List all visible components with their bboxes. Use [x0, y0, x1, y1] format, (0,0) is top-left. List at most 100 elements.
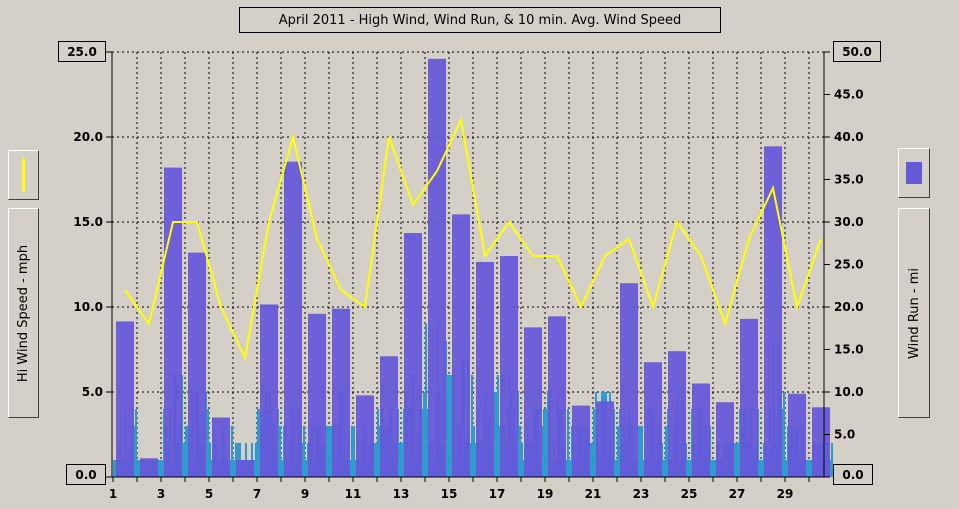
avg-speed-bar [327, 426, 329, 477]
avg-speed-bar [785, 460, 787, 477]
avg-speed-bar [737, 443, 739, 477]
avg-speed-bar [641, 426, 643, 477]
x-tick-label: 13 [393, 487, 410, 501]
avg-speed-bar [233, 460, 235, 477]
wind-run-bar [524, 327, 542, 477]
wind-run-bar [812, 407, 830, 477]
avg-speed-bar [449, 375, 451, 477]
wind-run-bar [452, 214, 470, 477]
avg-speed-bar [351, 426, 353, 477]
wind-run-bar [212, 417, 230, 477]
x-tick-label: 29 [777, 487, 794, 501]
x-tick-label: 25 [681, 487, 698, 501]
right-tick-label: 45.0 [834, 88, 864, 102]
avg-speed-bar [567, 409, 569, 477]
avg-speed-bar [401, 443, 403, 477]
left-axis-max-label: 25.0 [58, 41, 106, 62]
x-tick-label: 3 [157, 487, 165, 501]
wind-run-bar [572, 405, 590, 477]
right-tick-label: 10.0 [834, 385, 864, 399]
avg-speed-bar [329, 426, 331, 477]
avg-speed-bar [545, 409, 547, 477]
avg-speed-bar [521, 443, 523, 477]
x-axis-ticks: 1 3 5 7 9 11 13 15 17 19 21 23 25 27 29 [109, 477, 810, 501]
avg-speed-bar [617, 426, 619, 477]
legend-high-wind [8, 150, 39, 200]
high-wind-series-line [124, 116, 822, 362]
right-axis-ticks: 5.0 10.0 15.0 20.0 25.0 30.0 35.0 40.0 45.0 [824, 51, 864, 478]
right-tick-label: 25.0 [834, 258, 864, 272]
wind-run-bar [332, 308, 350, 477]
wind-run-bar [716, 402, 734, 477]
avg-speed-bar [231, 426, 233, 477]
right-tick-label: 30.0 [834, 215, 864, 229]
left-tick-label: 15.0 [73, 215, 103, 229]
wind-run-bars [116, 58, 830, 478]
avg-speed-bar [209, 443, 211, 477]
avg-speed-bar [375, 443, 377, 477]
x-tick-label: 15 [441, 487, 458, 501]
avg-speed-bar [473, 426, 475, 477]
right-axis-min-label: 0.0 [833, 464, 873, 485]
left-axis-title: Hi Wind Speed - mph [8, 208, 39, 418]
wind-run-bar [188, 252, 206, 477]
avg-speed-bar [735, 443, 737, 477]
avg-speed-bar [569, 460, 571, 477]
avg-speed-bar [665, 426, 667, 477]
x-tick-label: 9 [301, 487, 309, 501]
legend-wind-run [898, 148, 930, 198]
avg-speed-bar [615, 460, 617, 477]
avg-speed-bar [399, 443, 401, 477]
wind-run-bar [668, 351, 686, 477]
avg-speed-bar [281, 460, 283, 477]
avg-speed-bar [687, 460, 689, 477]
avg-speed-bar [807, 460, 809, 477]
avg-speed-bar [137, 460, 139, 477]
wind-run-bar [164, 167, 182, 477]
avg-speed-bar [711, 460, 713, 477]
wind-run-bar [404, 233, 422, 477]
avg-speed-bar [831, 443, 833, 477]
avg-speed-bar [257, 409, 259, 477]
left-axis-ticks: 5.0 10.0 15.0 20.0 [73, 51, 112, 478]
x-tick-label: 5 [205, 487, 213, 501]
left-axis-min-label: 0.0 [66, 464, 106, 485]
avg-speed-bar [761, 460, 763, 477]
avg-speed-bar [713, 460, 715, 477]
left-axis-title-text: Hi Wind Speed - mph [16, 244, 31, 382]
wind-run-bar [764, 146, 782, 477]
left-tick-label: 20.0 [73, 130, 103, 144]
wind-run-bar [548, 316, 566, 477]
right-axis-max-label: 50.0 [833, 41, 881, 62]
high-wind-line [124, 116, 822, 362]
wind-run-bar [620, 283, 638, 477]
wind-run-bar [740, 318, 758, 477]
right-tick-label: 5.0 [834, 428, 855, 442]
wind-run-bar [356, 395, 374, 477]
avg-speed-bar [593, 409, 595, 477]
avg-speed-bar [353, 426, 355, 477]
avg-speed-bar [185, 426, 187, 477]
left-tick-label: 10.0 [73, 300, 103, 314]
wind-run-bar [476, 261, 494, 477]
x-tick-label: 21 [585, 487, 602, 501]
x-tick-label: 17 [489, 487, 506, 501]
avg-speed-bar [783, 392, 785, 477]
wind-run-bar [428, 58, 446, 478]
avg-speed-bar [497, 375, 499, 477]
avg-speed-bar [279, 426, 281, 477]
wind-run-bar [596, 401, 614, 477]
avg-speed-bar [303, 426, 305, 477]
avg-speed-bar [183, 443, 185, 477]
right-tick-label: 35.0 [834, 173, 864, 187]
legend-line-swatch [22, 158, 25, 192]
avg-speed-bar [255, 443, 257, 477]
right-tick-label: 20.0 [834, 300, 864, 314]
left-tick-label: 5.0 [82, 385, 103, 399]
avg-speed-bar [519, 426, 521, 477]
wind-run-bar [284, 161, 302, 477]
right-tick-label: 40.0 [834, 130, 864, 144]
avg-speed-bar [305, 460, 307, 477]
right-axis-title-text: Wind Run - mi [906, 267, 922, 359]
